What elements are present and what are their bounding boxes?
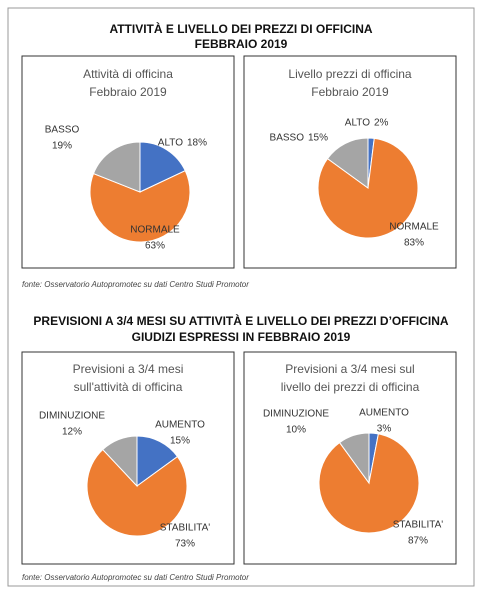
section-title: PREVISIONI A 3/4 MESI SU ATTIVITÀ E LIVE… bbox=[33, 313, 448, 328]
pie-slice bbox=[338, 432, 370, 485]
panel-title: Livello prezzi di officina bbox=[288, 67, 412, 81]
slice-label: ALTO bbox=[158, 138, 183, 149]
slice-value: 87% bbox=[408, 536, 428, 547]
source: fonte: Osservatorio Autopromotec su dati… bbox=[22, 280, 249, 289]
panel-title: Previsioni a 3/4 mesi sul bbox=[285, 362, 414, 376]
slice-label: NORMALE bbox=[130, 225, 180, 236]
panel-title: Attività di officina bbox=[83, 67, 173, 81]
pie-slice bbox=[102, 435, 138, 488]
slice-label: ALTO bbox=[345, 118, 370, 129]
panel-title: sull'attività di officina bbox=[74, 380, 183, 394]
slice-value: 83% bbox=[404, 238, 424, 249]
pie-slice bbox=[326, 137, 369, 189]
pie-slice bbox=[86, 448, 188, 537]
slice-value: 10% bbox=[286, 425, 306, 436]
slice-label: DIMINUZIONE bbox=[263, 409, 329, 420]
slice-label: AUMENTO bbox=[359, 408, 409, 419]
slice-label: STABILITA' bbox=[393, 520, 444, 531]
panel-title: livello dei prezzi di officina bbox=[281, 380, 420, 394]
pie-slice bbox=[92, 141, 141, 193]
slice-value: 15% bbox=[308, 133, 328, 144]
panel-title: Febbraio 2019 bbox=[311, 85, 389, 99]
panel bbox=[21, 55, 235, 269]
slice-label: AUMENTO bbox=[155, 420, 205, 431]
panel-title: Previsioni a 3/4 mesi bbox=[73, 362, 184, 376]
source: fonte: Osservatorio Autopromotec su dati… bbox=[22, 573, 249, 582]
slice-label: DIMINUZIONE bbox=[39, 411, 105, 422]
section-title: FEBBRAIO 2019 bbox=[195, 37, 288, 51]
slice-value: 3% bbox=[377, 424, 392, 435]
panel bbox=[243, 351, 457, 565]
outer-frame bbox=[7, 7, 475, 587]
panel bbox=[243, 55, 457, 269]
slice-label: BASSO bbox=[270, 133, 305, 144]
slice-label: STABILITA' bbox=[160, 523, 211, 534]
slice-label: NORMALE bbox=[389, 222, 439, 233]
slice-value: 18% bbox=[187, 138, 207, 149]
slice-value: 15% bbox=[170, 436, 190, 447]
panel-title: Febbraio 2019 bbox=[89, 85, 167, 99]
slice-value: 63% bbox=[145, 241, 165, 252]
section-title: ATTIVITÀ E LIVELLO DEI PREZZI DI OFFICIN… bbox=[109, 21, 372, 36]
section-title: GIUDIZI ESPRESSI IN FEBBRAIO 2019 bbox=[132, 330, 351, 344]
pie-slice bbox=[139, 141, 186, 193]
panel bbox=[21, 351, 235, 565]
slice-value: 2% bbox=[374, 118, 389, 129]
slice-value: 73% bbox=[175, 539, 195, 550]
slice-value: 19% bbox=[52, 141, 72, 152]
pie-slice bbox=[89, 170, 191, 243]
slice-value: 12% bbox=[62, 427, 82, 438]
slice-label: BASSO bbox=[45, 125, 80, 136]
